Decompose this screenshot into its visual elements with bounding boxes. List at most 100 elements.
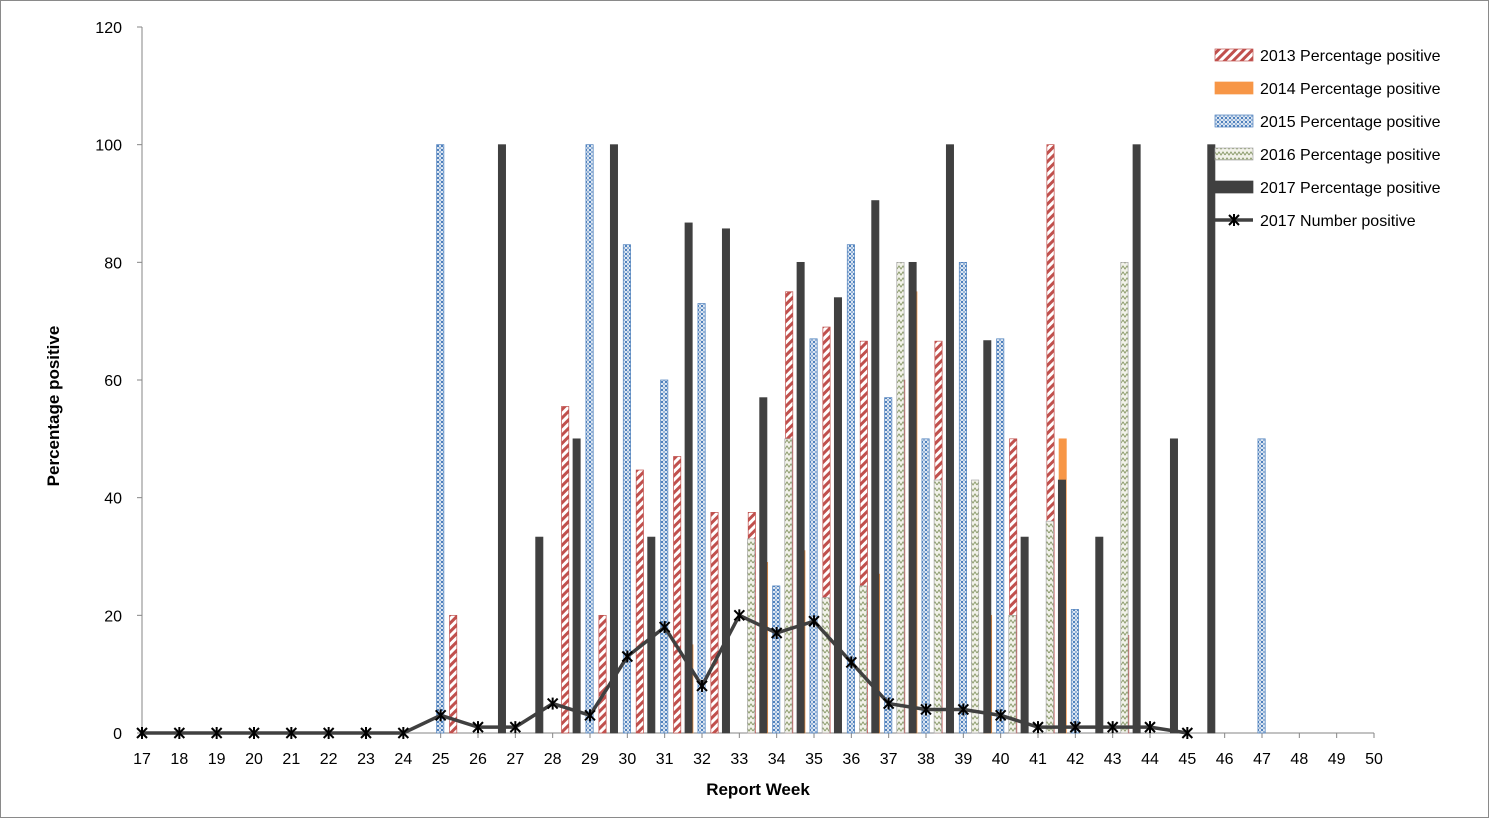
bar-solid-dark <box>535 536 544 734</box>
x-tick-label: 32 <box>693 751 711 768</box>
legend-label: 2013 Percentage positive <box>1260 48 1441 65</box>
x-tick-label: 27 <box>506 751 524 768</box>
x-tick-label: 40 <box>992 751 1010 768</box>
bar-green-zigzag <box>896 261 905 734</box>
legend-item: 2014 Percentage positive <box>1214 81 1441 98</box>
bar-red-diagonal <box>673 456 682 734</box>
bar-green-zigzag <box>859 585 868 734</box>
bar-blue-dots <box>884 397 893 734</box>
x-tick-label: 34 <box>768 751 786 768</box>
line-point-marker <box>957 703 970 716</box>
bar-solid-dark <box>908 261 917 734</box>
line-point-marker <box>509 721 522 734</box>
legend-marker <box>1228 214 1240 226</box>
bar-solid-dark <box>1020 536 1029 734</box>
legend-label: 2014 Percentage positive <box>1260 81 1441 98</box>
line-point-marker <box>434 709 447 722</box>
y-axis-title: Percentage positive <box>44 326 63 487</box>
legend-swatch <box>1214 180 1254 194</box>
x-tick-label: 25 <box>432 751 450 768</box>
x-tick-label: 18 <box>170 751 188 768</box>
bar-solid-dark <box>684 222 693 734</box>
x-axis-title: Report Week <box>706 780 810 799</box>
x-tick-label: 29 <box>581 751 599 768</box>
bar-green-zigzag <box>1045 520 1054 734</box>
legend-item: 2013 Percentage positive <box>1214 48 1441 65</box>
x-tick-label: 44 <box>1141 751 1159 768</box>
bar-blue-dots <box>772 585 781 734</box>
x-tick-label: 22 <box>320 751 338 768</box>
bar-blue-dots <box>958 261 967 734</box>
legend-item: 2017 Number positive <box>1215 213 1416 230</box>
line-point-marker <box>136 727 148 739</box>
bar-blue-dots <box>809 338 818 734</box>
x-tick-label: 45 <box>1178 751 1196 768</box>
bar-solid-dark <box>833 297 842 734</box>
line-point-marker <box>322 727 335 739</box>
line-point-marker <box>845 656 858 669</box>
bar-solid-dark <box>759 397 768 734</box>
bar-blue-dots <box>921 438 930 734</box>
x-tick-label: 39 <box>954 751 972 768</box>
x-tick-label: 50 <box>1365 751 1383 768</box>
y-tick-label: 60 <box>104 373 122 390</box>
line-point-marker <box>1106 721 1119 734</box>
line-point-marker <box>173 727 186 739</box>
line-point-marker <box>1144 721 1156 734</box>
x-tick-label: 41 <box>1029 751 1047 768</box>
line-point-marker <box>658 621 671 634</box>
x-tick-label: 17 <box>133 751 151 768</box>
bar-blue-dots <box>846 244 855 734</box>
x-tick-label: 38 <box>917 751 935 768</box>
bar-blue-dots <box>697 303 706 734</box>
x-tick-label: 30 <box>618 751 636 768</box>
bar-red-diagonal <box>561 406 570 734</box>
x-tick-label: 20 <box>245 751 263 768</box>
line-point-marker <box>1032 721 1044 734</box>
bar-solid-dark <box>945 144 954 734</box>
legend-swatch <box>1214 114 1254 128</box>
x-tick-label: 37 <box>880 751 898 768</box>
x-tick-label: 42 <box>1066 751 1084 768</box>
bar-solid-dark <box>871 200 880 734</box>
line-point-marker <box>621 650 634 663</box>
y-tick-label: 40 <box>104 491 122 508</box>
legend-swatch <box>1214 81 1254 95</box>
line-point-marker <box>920 703 932 716</box>
line-point-marker <box>210 727 223 739</box>
x-tick-label: 35 <box>805 751 823 768</box>
bar-blue-dots <box>996 338 1005 734</box>
bar-red-diagonal <box>449 614 458 734</box>
x-tick-label: 23 <box>357 751 375 768</box>
x-tick-label: 47 <box>1253 751 1271 768</box>
line-point-marker <box>696 679 708 692</box>
bar-red-diagonal <box>710 512 719 734</box>
x-tick-label: 28 <box>544 751 562 768</box>
bar-green-zigzag <box>784 438 793 734</box>
line-point-marker <box>882 697 895 710</box>
bar-green-zigzag <box>1120 261 1129 734</box>
bar-solid-dark <box>1057 479 1066 734</box>
bar-blue-dots <box>622 244 631 734</box>
bar-solid-dark <box>572 438 581 734</box>
x-tick-label: 49 <box>1328 751 1346 768</box>
x-tick-label: 26 <box>469 751 487 768</box>
y-tick-label: 20 <box>104 608 122 625</box>
bar-solid-dark <box>1169 438 1178 734</box>
line-point-marker <box>1069 721 1082 734</box>
y-tick-label: 120 <box>95 20 122 37</box>
x-tick-label: 33 <box>730 751 748 768</box>
bar-blue-dots <box>1070 609 1079 734</box>
bar-red-diagonal <box>598 614 607 734</box>
bar-green-zigzag <box>971 479 980 734</box>
bar-blue-dots <box>1257 438 1266 734</box>
line-point-marker <box>546 697 559 710</box>
x-tick-label: 19 <box>208 751 226 768</box>
bar-green-zigzag <box>1008 614 1017 734</box>
x-tick-label: 36 <box>842 751 860 768</box>
bar-solid-dark <box>1207 144 1216 734</box>
bar-green-zigzag <box>821 597 830 734</box>
x-tick-label: 31 <box>656 751 674 768</box>
